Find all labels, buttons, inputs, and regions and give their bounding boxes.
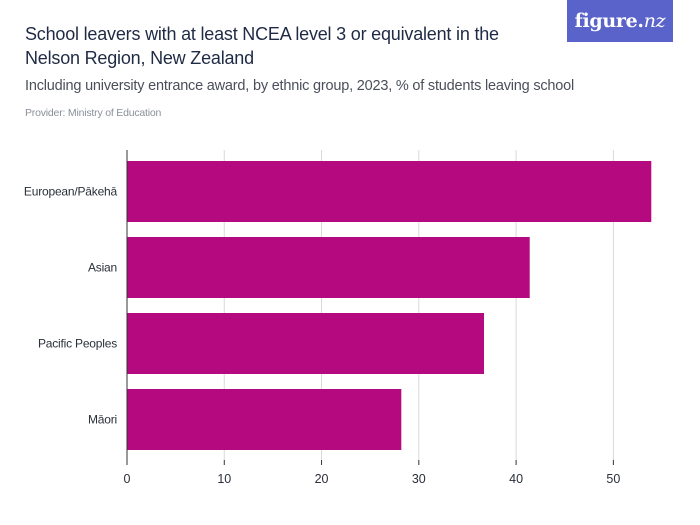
x-tick-label: 20: [315, 472, 329, 486]
x-tick-label: 0: [124, 472, 131, 486]
bar[interactable]: [127, 237, 530, 298]
figure-nz-logo[interactable]: figure. nz: [567, 0, 673, 42]
x-tick-label: 40: [509, 472, 523, 486]
data-provider: Provider: Ministry of Education: [25, 107, 162, 119]
category-labels: European/Pākehā Asian Pacific Peoples Māori: [24, 185, 118, 427]
x-tick-label: 30: [412, 472, 426, 486]
chart-subtitle: Including university entrance award, by …: [25, 78, 575, 94]
bar[interactable]: [127, 389, 402, 450]
x-axis: 0 10 20 30 40 50: [124, 150, 620, 486]
category-label: Asian: [88, 261, 117, 275]
category-label: Pacific Peoples: [38, 337, 117, 351]
bar[interactable]: [127, 313, 484, 374]
x-tick-label: 50: [606, 472, 620, 486]
x-tick-label: 10: [217, 472, 231, 486]
category-label: European/Pākehā: [24, 185, 118, 199]
bars: [127, 161, 652, 450]
chart-title: School leavers with at least NCEA level …: [25, 24, 499, 68]
logo-suffix: nz: [643, 10, 666, 32]
category-label: Māori: [88, 413, 117, 427]
bar[interactable]: [127, 161, 652, 222]
logo-text: figure.: [574, 10, 644, 32]
